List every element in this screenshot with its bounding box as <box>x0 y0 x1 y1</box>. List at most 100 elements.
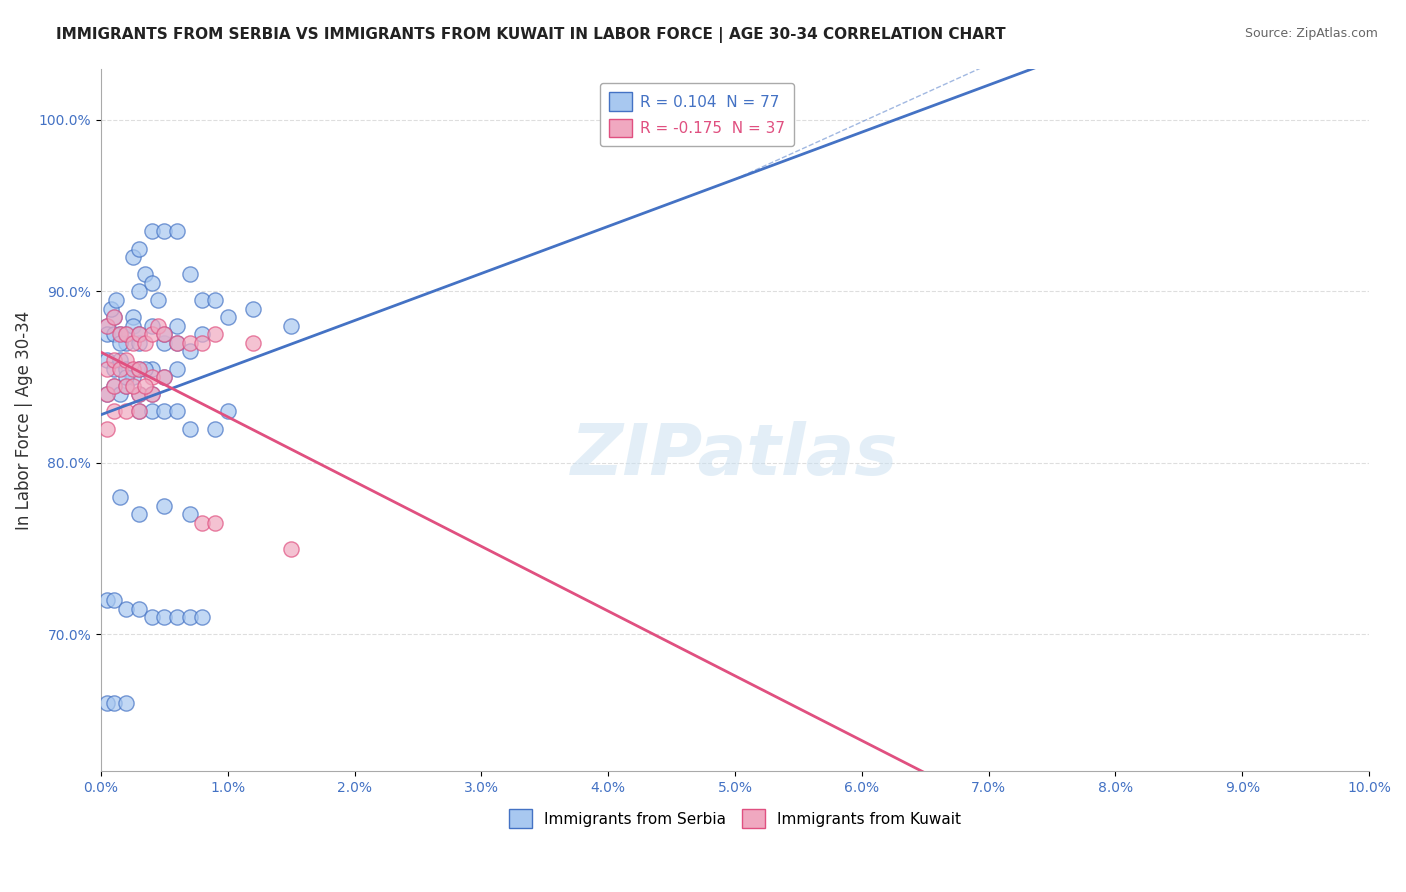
Point <box>166 335 188 350</box>
Point <box>153 335 176 350</box>
Point <box>115 378 138 392</box>
Point <box>204 516 226 530</box>
Point <box>191 610 214 624</box>
Point <box>134 267 156 281</box>
Point <box>105 293 128 307</box>
Legend: Immigrants from Serbia, Immigrants from Kuwait: Immigrants from Serbia, Immigrants from … <box>503 803 967 834</box>
Point <box>141 387 163 401</box>
Point <box>108 327 131 342</box>
Point <box>153 499 176 513</box>
Point <box>96 593 118 607</box>
Point <box>141 276 163 290</box>
Point <box>128 242 150 256</box>
Point <box>115 335 138 350</box>
Point <box>134 361 156 376</box>
Point <box>146 293 169 307</box>
Point <box>115 353 138 368</box>
Point <box>115 696 138 710</box>
Point <box>128 387 150 401</box>
Point <box>96 696 118 710</box>
Point <box>96 353 118 368</box>
Point <box>141 327 163 342</box>
Point <box>141 318 163 333</box>
Point <box>103 361 125 376</box>
Point <box>96 387 118 401</box>
Point <box>179 335 201 350</box>
Point <box>108 327 131 342</box>
Point <box>115 404 138 418</box>
Point <box>96 421 118 435</box>
Point <box>153 224 176 238</box>
Point <box>280 541 302 556</box>
Point <box>128 404 150 418</box>
Point <box>108 387 131 401</box>
Point <box>115 601 138 615</box>
Point <box>141 404 163 418</box>
Point <box>179 421 201 435</box>
Point <box>204 293 226 307</box>
Point <box>115 327 138 342</box>
Point <box>103 327 125 342</box>
Point <box>128 335 150 350</box>
Point <box>128 601 150 615</box>
Point <box>115 378 138 392</box>
Point <box>141 224 163 238</box>
Point <box>128 285 150 299</box>
Point <box>103 353 125 368</box>
Point <box>166 224 188 238</box>
Point <box>146 318 169 333</box>
Point <box>191 335 214 350</box>
Point <box>179 507 201 521</box>
Point <box>103 310 125 324</box>
Point <box>191 293 214 307</box>
Point <box>128 361 150 376</box>
Point <box>166 361 188 376</box>
Point <box>121 361 143 376</box>
Point <box>103 378 125 392</box>
Point <box>153 327 176 342</box>
Text: ZIPatlas: ZIPatlas <box>571 421 898 490</box>
Point <box>128 327 150 342</box>
Point <box>153 610 176 624</box>
Point <box>179 267 201 281</box>
Point <box>115 370 138 384</box>
Point <box>128 361 150 376</box>
Point <box>121 310 143 324</box>
Point <box>103 378 125 392</box>
Point <box>280 318 302 333</box>
Point <box>242 335 264 350</box>
Point <box>96 318 118 333</box>
Point <box>179 344 201 359</box>
Point <box>134 378 156 392</box>
Point <box>96 387 118 401</box>
Point <box>134 335 156 350</box>
Point <box>242 301 264 316</box>
Point <box>121 370 143 384</box>
Point <box>153 370 176 384</box>
Point <box>128 404 150 418</box>
Point <box>108 353 131 368</box>
Point <box>115 327 138 342</box>
Point <box>121 250 143 264</box>
Point <box>121 335 143 350</box>
Point <box>121 318 143 333</box>
Point <box>108 361 131 376</box>
Point <box>121 378 143 392</box>
Y-axis label: In Labor Force | Age 30-34: In Labor Force | Age 30-34 <box>15 310 32 530</box>
Point <box>166 404 188 418</box>
Point <box>115 361 138 376</box>
Point <box>204 421 226 435</box>
Point <box>128 507 150 521</box>
Point <box>103 593 125 607</box>
Point <box>166 610 188 624</box>
Point <box>217 310 239 324</box>
Point <box>108 335 131 350</box>
Point <box>153 370 176 384</box>
Point <box>100 301 122 316</box>
Point <box>141 387 163 401</box>
Point <box>153 327 176 342</box>
Point <box>103 404 125 418</box>
Point <box>141 370 163 384</box>
Point <box>103 310 125 324</box>
Point <box>128 327 150 342</box>
